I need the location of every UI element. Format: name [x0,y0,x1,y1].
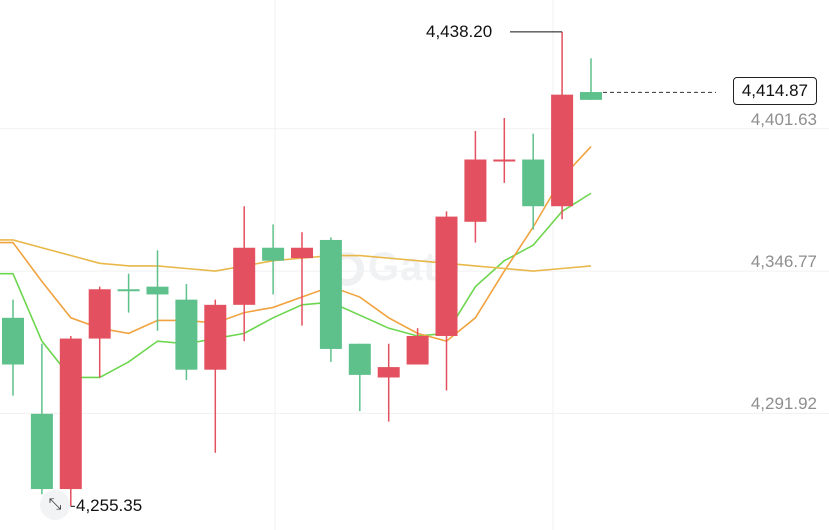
candle-body [88,289,111,339]
moving-average-line [0,146,592,343]
low-price-label: 4,255.35 [76,496,143,516]
expand-button[interactable]: ⤡ [40,490,70,520]
current-price-tag: 4,414.87 [732,77,817,105]
candle-body [551,94,574,207]
candle-body [2,317,24,365]
candle-body [175,299,198,370]
expand-icon: ⤡ [48,496,62,513]
candle-body [464,159,487,222]
candle-body [348,343,371,375]
candle-body [435,216,458,336]
candle-body [262,247,285,261]
moving-average-line [0,239,592,272]
candle-body [493,159,516,162]
candle-body [146,286,169,295]
candle-body [59,338,82,490]
candle-body [204,304,227,370]
candle-body [522,159,545,207]
candle-body [117,289,140,292]
high-price-label: 4,438.20 [426,21,493,41]
candle-body [291,247,313,259]
moving-average-line [0,192,592,379]
candle-body [406,335,429,365]
y-axis-tick: 4,291.92 [750,394,817,414]
candle-body [30,413,53,490]
y-axis-tick: 4,346.77 [750,252,817,272]
candle-body [319,239,342,349]
candle-body [377,367,400,378]
candle-body [580,92,602,100]
candle-body [233,247,256,305]
y-axis-tick: 4,401.63 [750,109,817,129]
